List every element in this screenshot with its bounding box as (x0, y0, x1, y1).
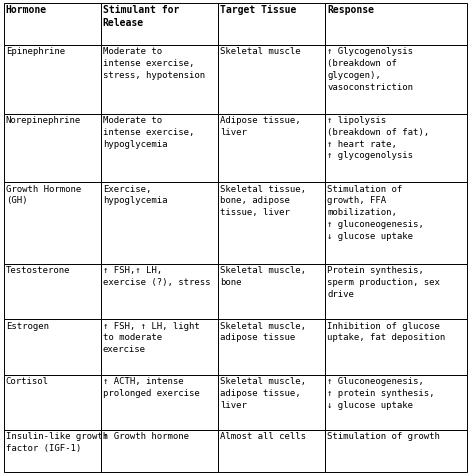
Bar (218, 114, 325, 183)
Bar (218, 375, 325, 430)
Text: Growth Hormone
(GH): Growth Hormone (GH) (6, 184, 81, 205)
Text: Epinephrine: Epinephrine (6, 47, 65, 56)
Bar (4, 114, 101, 183)
Text: Norepinephrine: Norepinephrine (6, 116, 81, 125)
Bar (325, 4, 467, 46)
Bar (325, 183, 467, 264)
Text: Almost all cells: Almost all cells (220, 432, 306, 440)
Text: Hormone: Hormone (6, 5, 47, 15)
Bar (325, 375, 467, 430)
Text: Insulin-like growth
factor (IGF-1): Insulin-like growth factor (IGF-1) (6, 432, 108, 452)
Text: Stimulation of
growth, FFA
mobilization,
↑ gluconeogenesis,
↓ glucose uptake: Stimulation of growth, FFA mobilization,… (327, 184, 424, 240)
Text: ↑ ACTH, intense
prolonged exercise: ↑ ACTH, intense prolonged exercise (103, 376, 200, 397)
Text: Skeletal muscle,
adipose tissue: Skeletal muscle, adipose tissue (220, 321, 306, 342)
Text: Testosterone: Testosterone (6, 266, 70, 275)
Text: ↑ Gluconeogenesis,
↑ protein synthesis,
↓ glucose uptake: ↑ Gluconeogenesis, ↑ protein synthesis, … (327, 376, 435, 409)
Bar (4, 319, 101, 375)
Bar (4, 264, 101, 319)
Text: ↑ FSH,↑ LH,
exercise (?), stress: ↑ FSH,↑ LH, exercise (?), stress (103, 266, 211, 287)
Text: Protein synthesis,
sperm production, sex
drive: Protein synthesis, sperm production, sex… (327, 266, 440, 298)
Bar (101, 375, 218, 430)
Text: Target Tissue: Target Tissue (220, 5, 296, 15)
Bar (4, 4, 101, 46)
Bar (325, 264, 467, 319)
Text: Moderate to
intense exercise,
stress, hypotension: Moderate to intense exercise, stress, hy… (103, 47, 205, 80)
Bar (218, 319, 325, 375)
Bar (101, 183, 218, 264)
Bar (218, 264, 325, 319)
Bar (218, 4, 325, 46)
Bar (101, 264, 218, 319)
Bar (4, 430, 101, 472)
Text: Inhibition of glucose
uptake, fat deposition: Inhibition of glucose uptake, fat deposi… (327, 321, 446, 342)
Text: ↑ lipolysis
(breakdown of fat),
↑ heart rate,
↑ glycogenolysis: ↑ lipolysis (breakdown of fat), ↑ heart … (327, 116, 429, 160)
Bar (101, 319, 218, 375)
Text: ↑ Glycogenolysis
(breakdown of
glycogen),
vasoconstriction: ↑ Glycogenolysis (breakdown of glycogen)… (327, 47, 413, 92)
Bar (101, 4, 218, 46)
Text: Skeletal muscle: Skeletal muscle (220, 47, 300, 56)
Bar (218, 183, 325, 264)
Bar (325, 319, 467, 375)
Text: ↑ FSH, ↑ LH, light
to moderate
exercise: ↑ FSH, ↑ LH, light to moderate exercise (103, 321, 200, 354)
Bar (325, 46, 467, 114)
Text: Skeletal muscle,
adipose tissue,
liver: Skeletal muscle, adipose tissue, liver (220, 376, 306, 409)
Bar (101, 46, 218, 114)
Text: Adipose tissue,
liver: Adipose tissue, liver (220, 116, 300, 137)
Bar (218, 46, 325, 114)
Text: Response: Response (327, 5, 374, 15)
Text: Stimulation of growth: Stimulation of growth (327, 432, 440, 440)
Text: Estrogen: Estrogen (6, 321, 49, 330)
Bar (101, 114, 218, 183)
Bar (101, 430, 218, 472)
Text: Cortisol: Cortisol (6, 376, 49, 385)
Text: Skeletal muscle,
bone: Skeletal muscle, bone (220, 266, 306, 287)
Bar (4, 375, 101, 430)
Bar (218, 430, 325, 472)
Bar (325, 114, 467, 183)
Text: Moderate to
intense exercise,
hypoglycemia: Moderate to intense exercise, hypoglycem… (103, 116, 194, 149)
Text: Stimulant for
Release: Stimulant for Release (103, 5, 179, 29)
Text: ↑ Growth hormone: ↑ Growth hormone (103, 432, 189, 440)
Text: Exercise,
hypoglycemia: Exercise, hypoglycemia (103, 184, 167, 205)
Bar (325, 430, 467, 472)
Bar (4, 46, 101, 114)
Text: Skeletal tissue,
bone, adipose
tissue, liver: Skeletal tissue, bone, adipose tissue, l… (220, 184, 306, 217)
Bar (4, 183, 101, 264)
